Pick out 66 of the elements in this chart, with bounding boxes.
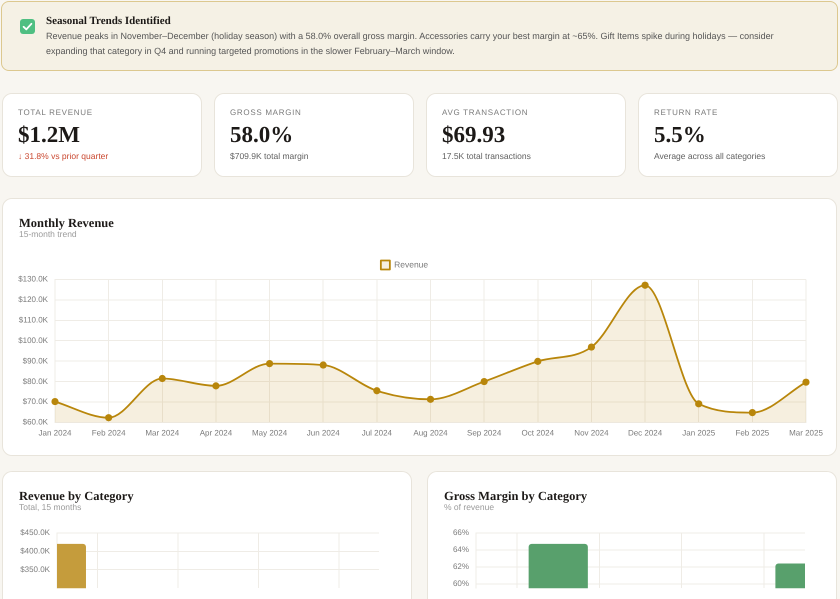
y-tick-label: $60.0K [22,418,49,427]
x-tick-label: Aug 2024 [413,428,448,438]
x-tick-label: Apr 2024 [200,428,233,438]
text: TOTAL REVENUE [18,107,93,119]
x-tick-label: Oct 2024 [522,428,555,438]
point [588,343,596,351]
y-tick-label: 66% [452,528,469,538]
chart-subtitle: Total, 15 months [19,502,82,513]
point [641,282,649,289]
chart-subtitle: 15-month trend [19,229,77,240]
point [802,378,810,386]
text: $709.9K total margin [230,150,308,162]
y-tick-label: $120.0K [18,295,49,304]
text: ↓ 31.8% vs prior quarter [18,150,108,162]
y-tick-label: $70.0K [22,397,49,406]
point [480,378,488,386]
y-tick-label: 60% [452,579,469,588]
x-tick-label: Jul 2024 [362,428,393,438]
x-tick-label: Jan 2025 [682,428,716,438]
x-tick-label: Dec 2024 [628,428,663,438]
x-tick-label: Feb 2025 [735,428,770,438]
text: Seasonal Trends Identified [46,14,171,28]
legend-label: Revenue [394,259,428,270]
y-tick-label: $90.0K [22,356,49,366]
point [373,387,380,394]
point [266,360,274,368]
y-tick-label: 62% [452,562,469,572]
y-tick-label: $450.0K [20,528,51,538]
text: 5.5% [654,121,706,149]
text: 17.5K total transactions [442,150,531,162]
x-tick-label: Jun 2024 [306,428,340,438]
y-tick-label: $350.0K [20,564,51,574]
point [51,398,59,406]
text: RETURN RATE [654,107,718,119]
y-tick-label: $130.0K [18,274,49,284]
point [212,382,220,390]
x-tick-label: Sep 2024 [467,428,502,438]
chart-title: Gross Margin by Category [444,488,588,504]
text: $1.2M [18,121,80,149]
point [426,396,434,403]
x-tick-label: Mar 2024 [145,428,180,438]
x-tick-label: Jan 2024 [38,428,72,438]
chart-title: Revenue by Category [19,488,134,504]
point [695,400,702,408]
x-tick-label: Nov 2024 [574,428,610,438]
x-tick-label: Mar 2025 [789,428,824,438]
point [534,358,542,365]
y-tick-label: 64% [452,545,469,554]
point [158,374,166,382]
chart-title: Monthly Revenue [19,215,114,230]
text: Average across all categories [654,150,766,162]
text: GROSS MARGIN [230,107,302,119]
point [748,409,756,416]
text: $69.93 [442,121,506,149]
text: AVG TRANSACTION [442,107,528,119]
y-tick-label: $100.0K [18,336,49,345]
point [320,361,327,369]
text: 58.0% [230,121,294,149]
y-tick-label: $80.0K [22,376,49,386]
point [105,414,112,422]
y-tick-label: $110.0K [18,316,49,325]
chart-subtitle: % of revenue [444,502,494,513]
x-tick-label: May 2024 [252,428,288,438]
y-tick-label: $400.0K [20,546,51,556]
text: Revenue peaks in November–December (holiday season) with a 58.0% overall gross margin. Accessories carry your best margin at ~65%. Gift Items spike during holidays — consider expanding that category in Q4 and running targeted promotions in the slower February–March window. [46,30,775,58]
x-tick-label: Feb 2024 [92,428,126,438]
